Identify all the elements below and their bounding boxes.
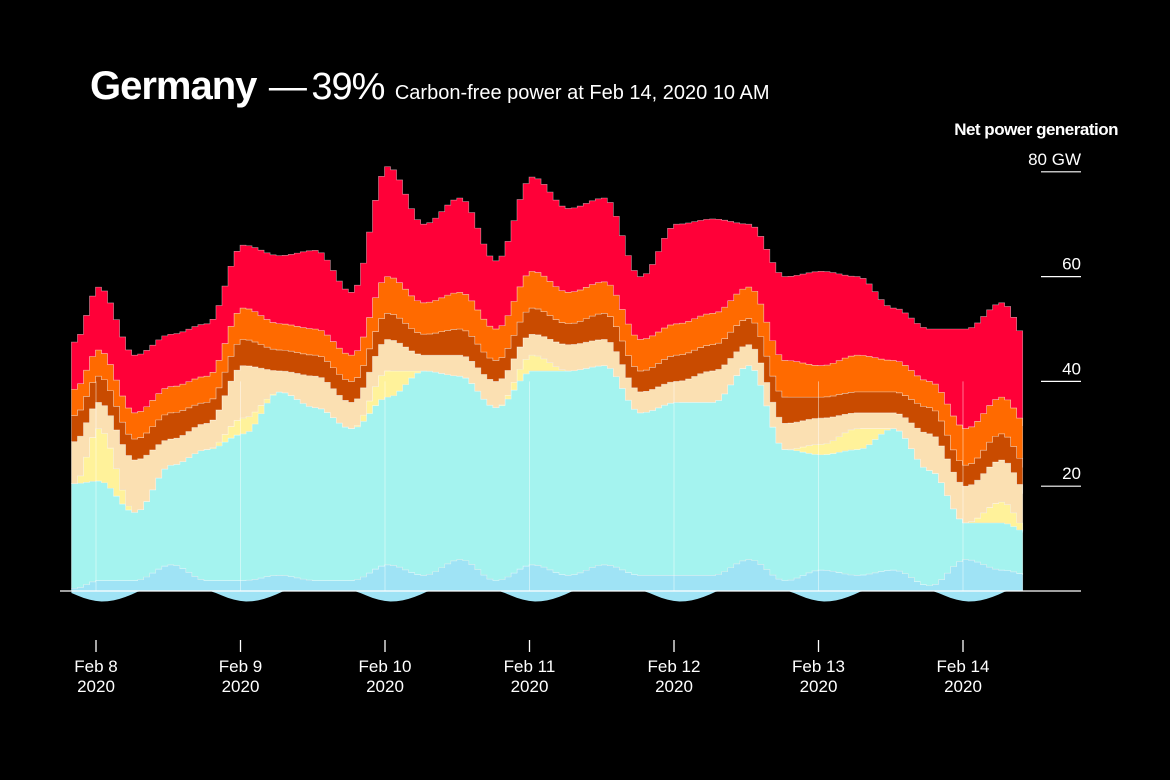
x-tick-year: 2020 xyxy=(222,677,260,696)
title-subtitle: Carbon-free power at Feb 14, 2020 10 AM xyxy=(394,82,770,104)
y-tick-label: 60 xyxy=(1062,255,1081,274)
x-tick-year: 2020 xyxy=(944,677,982,696)
x-tick-label: Feb 9 xyxy=(219,657,262,676)
y-tick-label: 40 xyxy=(1062,359,1081,378)
x-tick-year: 2020 xyxy=(77,677,115,696)
x-tick-year: 2020 xyxy=(655,677,693,696)
x-tick-label: Feb 11 xyxy=(504,657,556,676)
y-axis-label: Net power generation xyxy=(954,120,1118,139)
x-tick-label: Feb 14 xyxy=(937,657,990,676)
x-tick-label: Feb 13 xyxy=(792,657,845,676)
x-tick-label: Feb 10 xyxy=(359,657,412,676)
series-area-6 xyxy=(71,166,1024,429)
y-tick-label: 80 GW xyxy=(1028,150,1081,169)
title-dash: — xyxy=(268,66,307,108)
y-tick-label: 20 xyxy=(1062,464,1081,483)
x-tick-year: 2020 xyxy=(511,677,549,696)
title-country: Germany xyxy=(90,64,257,108)
x-tick-label: Feb 8 xyxy=(74,657,117,676)
series-area-net-import xyxy=(71,591,1023,602)
chart-title: Germany — 39% Carbon-free power at Feb 1… xyxy=(90,64,770,114)
x-tick-label: Feb 12 xyxy=(648,657,701,676)
x-tick-year: 2020 xyxy=(366,677,404,696)
title-percent: 39% xyxy=(311,66,385,108)
x-tick-year: 2020 xyxy=(800,677,838,696)
